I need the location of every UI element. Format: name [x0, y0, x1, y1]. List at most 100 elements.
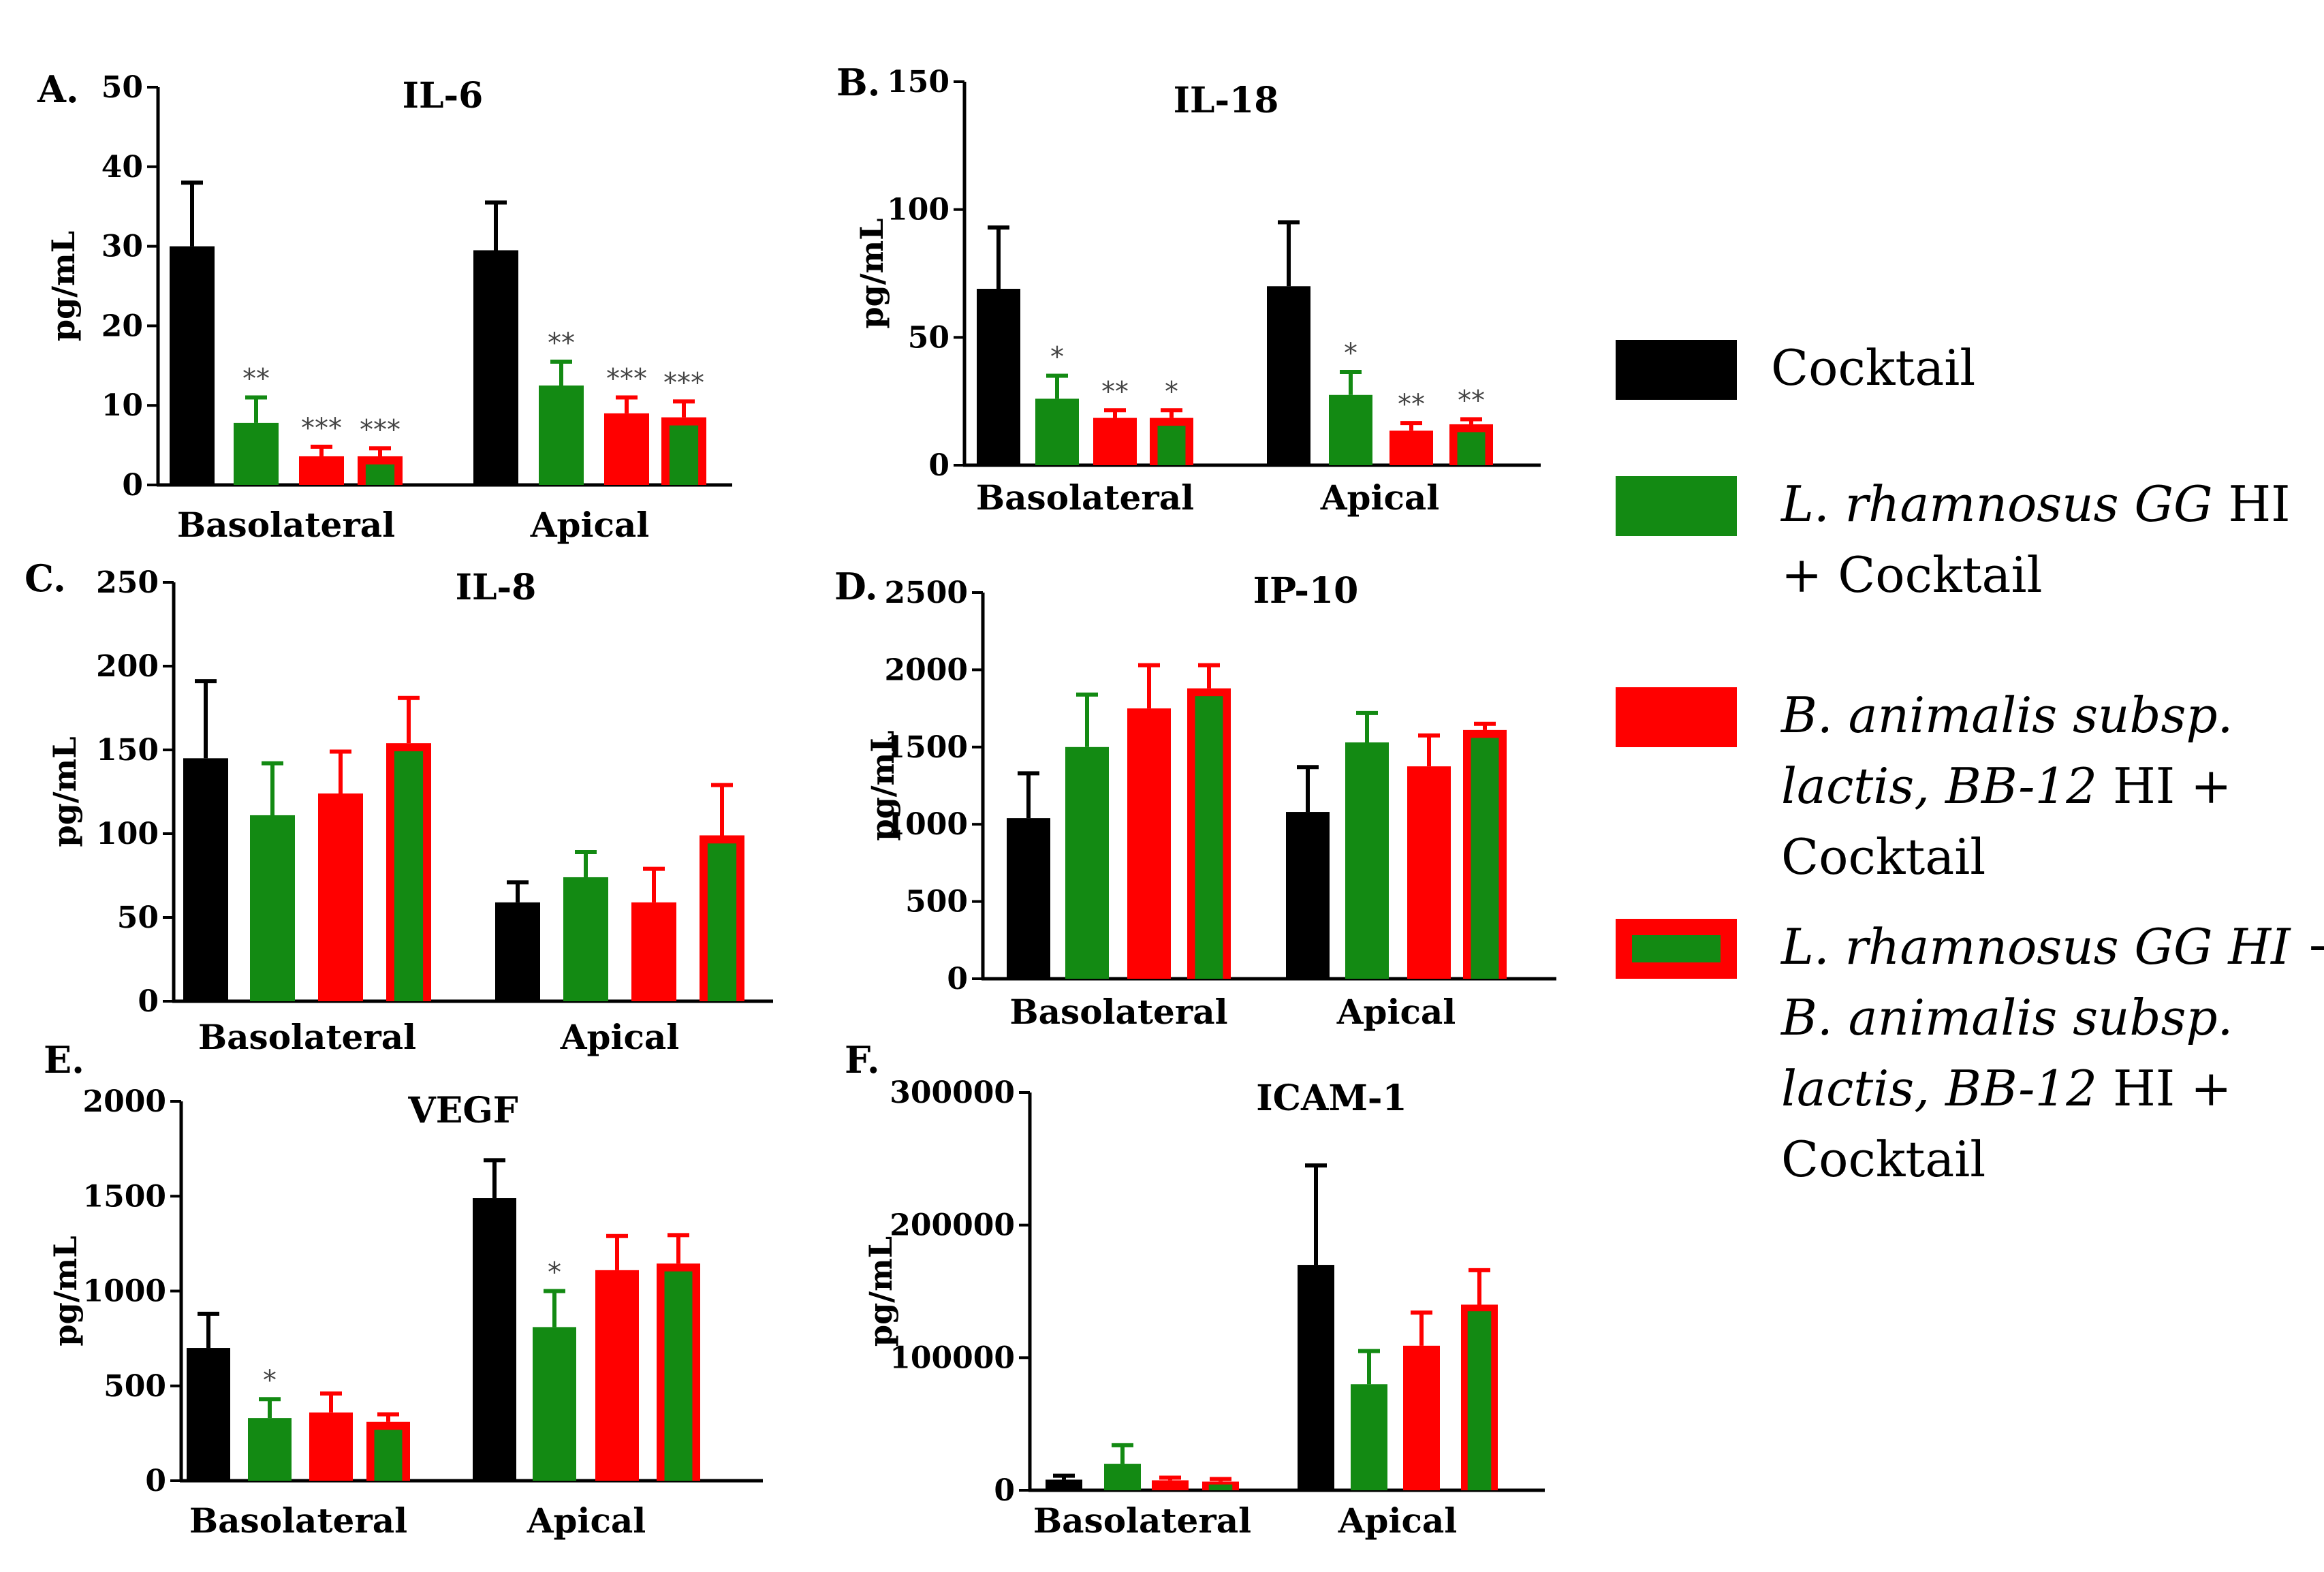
legend-text: L. rhamnosus GG HI + — [1780, 918, 2324, 975]
legend-text: B. animalis subsp. — [1780, 687, 2233, 744]
bar — [299, 456, 344, 485]
category-label: Apical — [1336, 992, 1456, 1032]
y-tick-label: 0 — [994, 1473, 1015, 1508]
bar — [1403, 1345, 1440, 1490]
bar — [1298, 1265, 1334, 1490]
bar — [1093, 418, 1137, 465]
bar-inner — [374, 1430, 403, 1481]
legend-text: HI + — [2097, 757, 2231, 815]
y-tick-label: 100 — [96, 817, 159, 851]
bar — [318, 793, 363, 1001]
legend-line: B. animalis subsp. — [1780, 989, 2233, 1046]
significance-label: ** — [242, 364, 270, 395]
bar — [1007, 818, 1050, 979]
panel-letter: F. — [845, 1038, 880, 1082]
bar — [170, 246, 215, 485]
significance-label: ** — [1458, 385, 1485, 416]
bar — [595, 1270, 639, 1481]
bar — [250, 815, 295, 1001]
significance-label: *** — [606, 364, 647, 395]
y-axis-label: pg/mL — [47, 1236, 84, 1346]
chart-title: IL-8 — [456, 567, 537, 608]
bar — [234, 422, 279, 485]
y-tick-label: 0 — [145, 1464, 166, 1498]
legend-text: HI + — [2097, 1060, 2231, 1117]
significance-label: *** — [301, 413, 342, 444]
legend-entry-lgg: L. rhamnosus GG HI + Cocktail — [1616, 475, 2291, 603]
bar — [1345, 742, 1389, 979]
category-label: Apical — [1338, 1500, 1458, 1541]
bar — [539, 386, 584, 485]
category-label: Apical — [1320, 477, 1440, 518]
category-label: Basolateral — [177, 505, 395, 545]
y-tick-label: 150 — [96, 733, 159, 768]
legend-text: B. animalis subsp. — [1780, 989, 2233, 1046]
legend-text: Cocktail — [1781, 828, 1985, 885]
bar-inner — [669, 425, 699, 485]
legend-entry-bb12: B. animalis subsp. lactis, BB-12 HI + Cock… — [1616, 687, 2233, 885]
panel-il-6: A. IL-6pg/mL01020304050****************Ba… — [37, 67, 732, 545]
significance-label: ** — [548, 328, 575, 359]
significance-label: * — [1344, 338, 1357, 369]
y-tick-label: 250 — [96, 565, 159, 600]
significance-label: * — [548, 1257, 561, 1289]
bar-inner — [1208, 1484, 1233, 1490]
category-label: Basolateral — [189, 1500, 407, 1541]
y-tick-label: 0 — [928, 448, 949, 483]
bar — [604, 413, 649, 485]
y-tick-label: 50 — [117, 900, 159, 935]
legend-line: Cocktail — [1781, 828, 1985, 885]
bar-inner — [1457, 432, 1486, 465]
y-tick-label: 300000 — [890, 1075, 1015, 1110]
y-tick-label: 50 — [908, 320, 949, 355]
bar — [183, 758, 228, 1001]
significance-label: * — [1165, 376, 1178, 407]
legend-text: L. rhamnosus GG — [1780, 475, 2212, 533]
bar — [473, 1198, 516, 1481]
y-tick-label: 30 — [101, 230, 143, 264]
legend-text: Cocktail — [1781, 1131, 1985, 1188]
bar — [1035, 398, 1079, 465]
bar — [309, 1412, 353, 1481]
legend-text: lactis, BB-12 — [1781, 757, 2097, 815]
y-axis-label: pg/mL — [864, 730, 901, 840]
bar-inner — [1195, 696, 1223, 979]
y-tick-label: 0 — [122, 468, 143, 503]
legend-line: L. rhamnosus GG HI + — [1780, 918, 2324, 975]
panel-letter: C. — [25, 556, 66, 600]
y-tick-label: 40 — [101, 150, 143, 185]
legend-line: B. animalis subsp. — [1780, 687, 2233, 744]
y-tick-label: 0 — [947, 962, 968, 996]
y-tick-label: 2500 — [885, 576, 968, 610]
significance-label: * — [1050, 342, 1064, 373]
bar — [977, 289, 1020, 465]
category-label: Basolateral — [976, 477, 1194, 518]
bar — [1351, 1384, 1387, 1490]
bar — [563, 877, 608, 1001]
legend-text: Cocktail — [1771, 339, 1975, 396]
legend-swatch-inner — [1632, 935, 1721, 962]
y-tick-label: 100000 — [890, 1340, 1015, 1375]
panel-letter: D. — [834, 565, 878, 608]
significance-label: ** — [1101, 376, 1129, 407]
y-axis-label: pg/mL — [45, 231, 82, 341]
bar — [1407, 766, 1451, 979]
category-label: Apical — [560, 1017, 680, 1057]
bar — [533, 1327, 576, 1481]
y-tick-label: 2000 — [83, 1084, 166, 1119]
legend-line: Cocktail — [1771, 339, 1975, 396]
y-tick-label: 200000 — [890, 1208, 1015, 1243]
legend-swatch — [1616, 476, 1737, 536]
category-label: Basolateral — [1009, 992, 1227, 1032]
y-tick-label: 50 — [101, 70, 143, 105]
category-label: Basolateral — [1033, 1500, 1251, 1541]
bar — [1286, 812, 1330, 979]
chart-title: IL-6 — [403, 75, 484, 116]
bar-inner — [1467, 1311, 1492, 1490]
bar — [1046, 1479, 1082, 1490]
category-label: Basolateral — [198, 1017, 416, 1057]
legend-text: HI — [2212, 475, 2290, 533]
bar — [1267, 286, 1310, 465]
y-tick-label: 2000 — [885, 653, 968, 687]
